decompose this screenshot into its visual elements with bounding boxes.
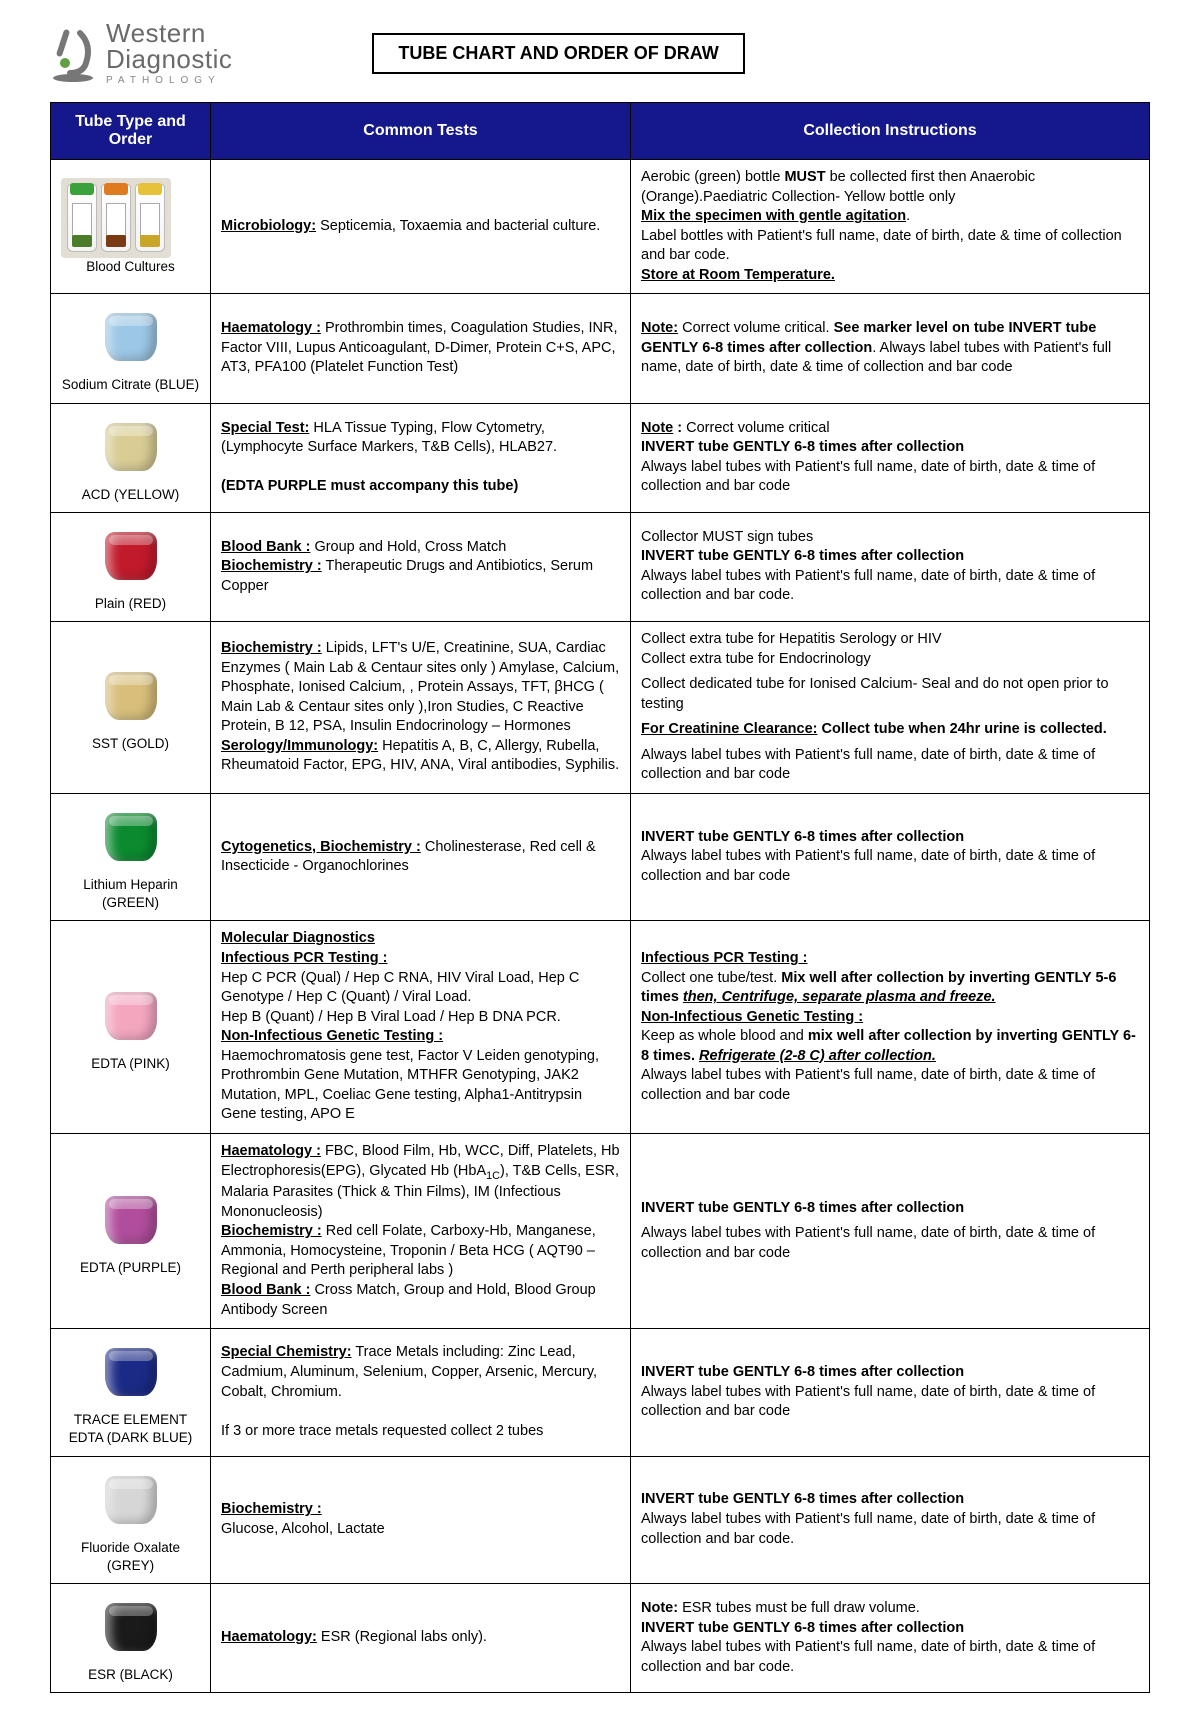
common-tests-cell: Biochemistry : Lipids, LFT's U/E, Creati… — [211, 622, 631, 794]
common-tests-cell: Molecular DiagnosticsInfectious PCR Test… — [211, 921, 631, 1134]
tube-label: TRACE ELEMENT EDTA (DARK BLUE) — [61, 1411, 200, 1447]
common-tests-cell: Blood Bank : Group and Hold, Cross Match… — [211, 512, 631, 621]
tube-type-cell: Sodium Citrate (BLUE) — [51, 294, 211, 403]
microscope-icon — [50, 23, 96, 83]
tube-cap-icon — [91, 1185, 171, 1255]
logo-line2: Diagnostic — [106, 46, 232, 72]
tube-label: Lithium Heparin (GREEN) — [61, 876, 200, 912]
page-header: Western Diagnostic PATHOLOGY TUBE CHART … — [50, 20, 1150, 86]
tube-cap-icon — [91, 302, 171, 372]
instructions-cell: Collect extra tube for Hepatitis Serolog… — [631, 622, 1150, 794]
common-tests-cell: Special Test: HLA Tissue Typing, Flow Cy… — [211, 403, 631, 512]
col-common-tests: Common Tests — [211, 103, 631, 160]
page-title: TUBE CHART AND ORDER OF DRAW — [372, 33, 744, 74]
blood-culture-bottles-icon — [61, 178, 171, 258]
tube-label: SST (GOLD) — [61, 735, 200, 753]
logo-line3: PATHOLOGY — [106, 76, 232, 86]
tube-type-cell: EDTA (PURPLE) — [51, 1134, 211, 1329]
table-row: Plain (RED) Blood Bank : Group and Hold, … — [51, 512, 1150, 621]
instructions-cell: Note : Correct volume criticalINVERT tub… — [631, 403, 1150, 512]
tube-type-cell: Plain (RED) — [51, 512, 211, 621]
tube-label: Plain (RED) — [61, 595, 200, 613]
table-row: ESR (BLACK) Haematology: ESR (Regional la… — [51, 1583, 1150, 1692]
tube-type-cell: ESR (BLACK) — [51, 1583, 211, 1692]
tube-cap-icon — [91, 412, 171, 482]
common-tests-cell: Biochemistry :Glucose, Alcohol, Lactate — [211, 1456, 631, 1583]
tube-cap-icon — [91, 1465, 171, 1535]
table-row: Fluoride Oxalate (GREY) Biochemistry :Glu… — [51, 1456, 1150, 1583]
tube-type-cell: Lithium Heparin (GREEN) — [51, 793, 211, 920]
tube-cap-icon — [91, 1337, 171, 1407]
common-tests-cell: Microbiology: Septicemia, Toxaemia and b… — [211, 160, 631, 294]
logo-line1: Western — [106, 20, 232, 46]
tube-cap-icon — [91, 521, 171, 591]
instructions-cell: Infectious PCR Testing :Collect one tube… — [631, 921, 1150, 1134]
tube-type-cell: SST (GOLD) — [51, 622, 211, 794]
tube-chart-table: Tube Type and Order Common Tests Collect… — [50, 102, 1150, 1693]
table-header-row: Tube Type and Order Common Tests Collect… — [51, 103, 1150, 160]
tube-type-cell: TRACE ELEMENT EDTA (DARK BLUE) — [51, 1329, 211, 1456]
tube-label: Blood Cultures — [61, 258, 200, 276]
tube-label: ACD (YELLOW) — [61, 486, 200, 504]
tube-cap-icon — [91, 1592, 171, 1662]
tube-cap-icon — [91, 802, 171, 872]
common-tests-cell: Haematology: ESR (Regional labs only). — [211, 1583, 631, 1692]
common-tests-cell: Haematology : FBC, Blood Film, Hb, WCC, … — [211, 1134, 631, 1329]
instructions-cell: Note: Correct volume critical. See marke… — [631, 294, 1150, 403]
instructions-cell: Aerobic (green) bottle MUST be collected… — [631, 160, 1150, 294]
col-instructions: Collection Instructions — [631, 103, 1150, 160]
table-row: SST (GOLD) Biochemistry : Lipids, LFT's U… — [51, 622, 1150, 794]
tube-type-cell: Fluoride Oxalate (GREY) — [51, 1456, 211, 1583]
table-row: EDTA (PURPLE) Haematology : FBC, Blood Fi… — [51, 1134, 1150, 1329]
tube-type-cell: EDTA (PINK) — [51, 921, 211, 1134]
table-row: Lithium Heparin (GREEN) Cytogenetics, Bio… — [51, 793, 1150, 920]
tube-cap-icon — [91, 661, 171, 731]
tube-label: Sodium Citrate (BLUE) — [61, 376, 200, 394]
instructions-cell: Collector MUST sign tubesINVERT tube GEN… — [631, 512, 1150, 621]
tube-label: Fluoride Oxalate (GREY) — [61, 1539, 200, 1575]
instructions-cell: INVERT tube GENTLY 6-8 times after colle… — [631, 1134, 1150, 1329]
table-row: Sodium Citrate (BLUE) Haematology : Proth… — [51, 294, 1150, 403]
common-tests-cell: Special Chemistry: Trace Metals includin… — [211, 1329, 631, 1456]
tube-label: EDTA (PINK) — [61, 1055, 200, 1073]
common-tests-cell: Cytogenetics, Biochemistry : Cholinester… — [211, 793, 631, 920]
col-tube-type: Tube Type and Order — [51, 103, 211, 160]
table-row: Blood Cultures Microbiology: Septicemia, … — [51, 160, 1150, 294]
tube-label: ESR (BLACK) — [61, 1666, 200, 1684]
instructions-cell: INVERT tube GENTLY 6-8 times after colle… — [631, 1456, 1150, 1583]
tube-type-cell: ACD (YELLOW) — [51, 403, 211, 512]
table-row: TRACE ELEMENT EDTA (DARK BLUE) Special Ch… — [51, 1329, 1150, 1456]
instructions-cell: INVERT tube GENTLY 6-8 times after colle… — [631, 1329, 1150, 1456]
table-row: EDTA (PINK) Molecular DiagnosticsInfectio… — [51, 921, 1150, 1134]
logo-text: Western Diagnostic PATHOLOGY — [106, 20, 232, 86]
instructions-cell: Note: ESR tubes must be full draw volume… — [631, 1583, 1150, 1692]
table-row: ACD (YELLOW) Special Test: HLA Tissue Typ… — [51, 403, 1150, 512]
instructions-cell: INVERT tube GENTLY 6-8 times after colle… — [631, 793, 1150, 920]
common-tests-cell: Haematology : Prothrombin times, Coagula… — [211, 294, 631, 403]
tube-label: EDTA (PURPLE) — [61, 1259, 200, 1277]
logo: Western Diagnostic PATHOLOGY — [50, 20, 232, 86]
tube-type-cell: Blood Cultures — [51, 160, 211, 294]
tube-cap-icon — [91, 981, 171, 1051]
